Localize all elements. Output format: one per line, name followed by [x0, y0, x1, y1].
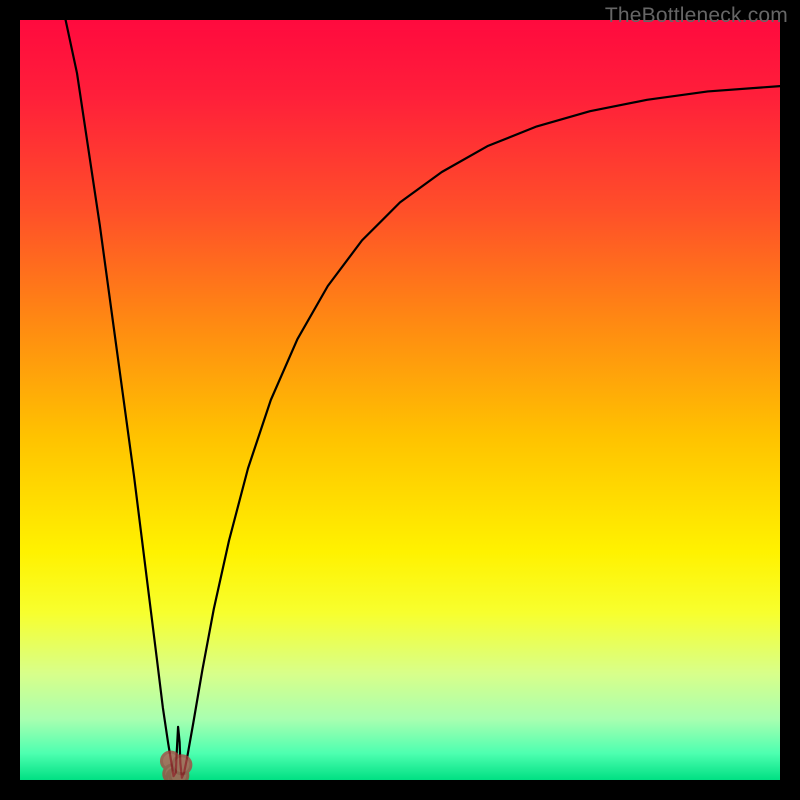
- border-left: [0, 0, 20, 800]
- border-right: [780, 0, 800, 800]
- bottleneck-chart: [0, 0, 800, 800]
- minimum-marker: [173, 756, 191, 774]
- chart-container: TheBottleneck.com: [0, 0, 800, 800]
- border-bottom: [0, 780, 800, 800]
- plot-background-gradient: [20, 20, 780, 780]
- watermark-text: TheBottleneck.com: [605, 4, 788, 28]
